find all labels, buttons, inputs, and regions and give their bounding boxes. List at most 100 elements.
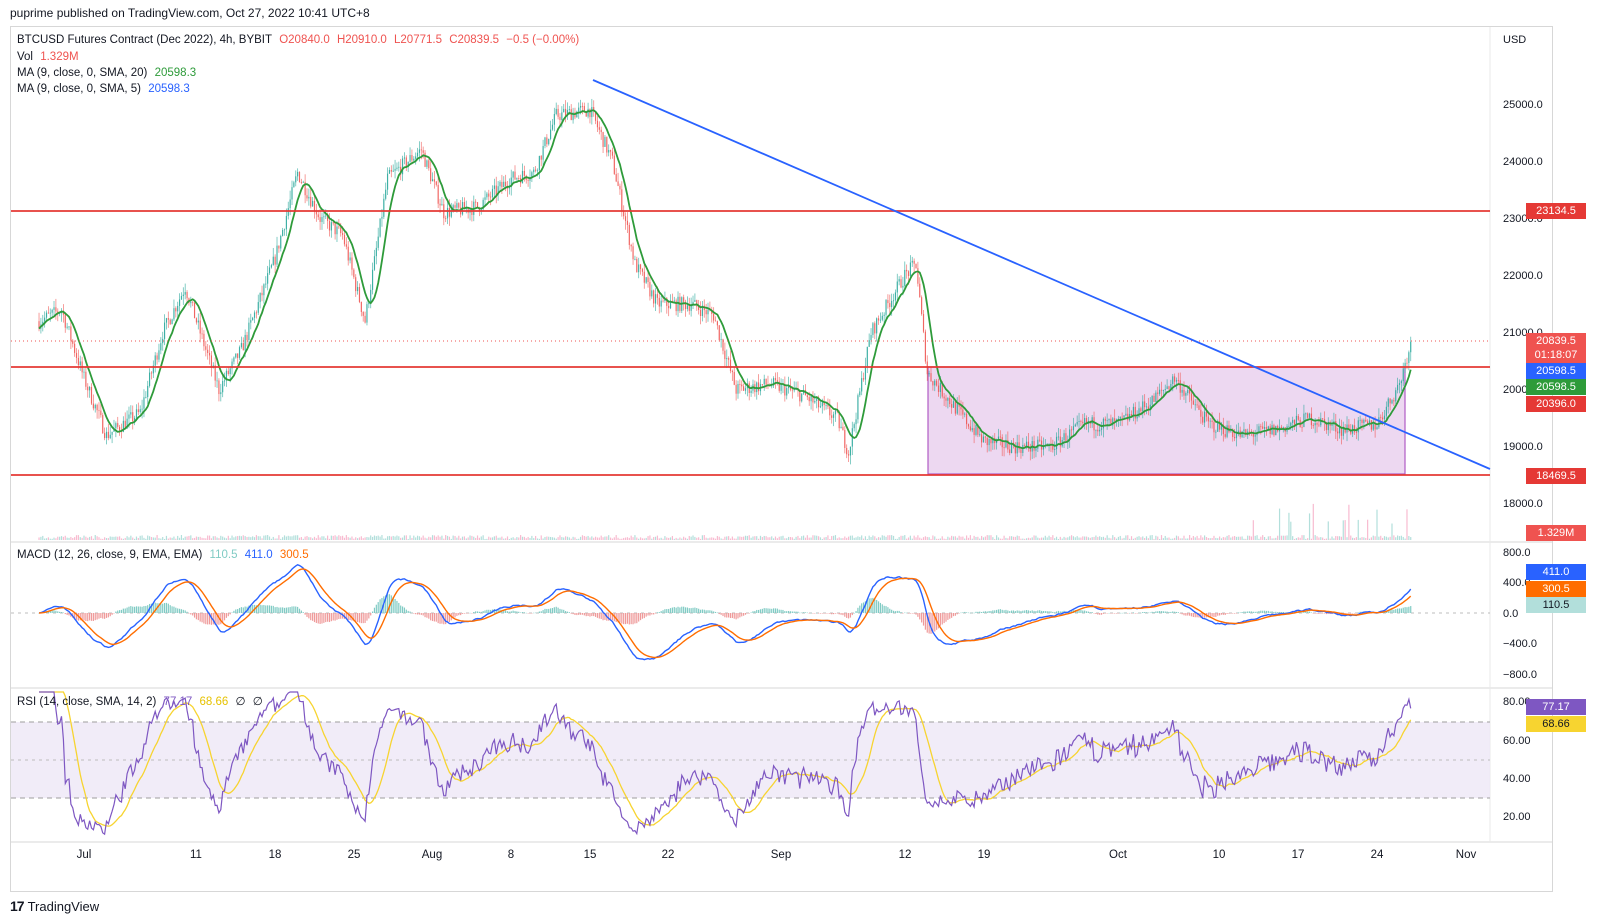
volume-bar: [167, 538, 169, 540]
macd-hist-bar: [163, 603, 166, 613]
macd-hist-bar: [55, 610, 57, 613]
macd-hist-bar: [319, 613, 321, 624]
candle-body: [606, 136, 608, 153]
macd-hist-bar: [448, 613, 451, 622]
candle-body: [639, 264, 642, 270]
macd-hist-bar: [370, 613, 372, 616]
candle-body: [1408, 352, 1410, 363]
legend-macd-line: 411.0: [244, 549, 273, 561]
candle-body: [1123, 415, 1125, 418]
macd-hist-bar: [1108, 612, 1110, 614]
volume-bar: [135, 536, 138, 540]
macd-hist-bar: [853, 612, 855, 614]
candle-body: [1323, 419, 1326, 423]
macd-hist-bar: [688, 608, 690, 613]
volume-bar: [540, 535, 542, 540]
macd-hist-bar: [559, 608, 561, 613]
candle-body: [89, 386, 91, 391]
candle-body: [861, 378, 863, 392]
volume-bar: [229, 538, 231, 540]
volume-bar: [1245, 538, 1247, 540]
macd-hist-bar: [609, 613, 612, 621]
volume-bar: [621, 538, 623, 540]
volume-bar: [1260, 536, 1262, 540]
macd-hist-bar: [325, 613, 327, 623]
volume-bar: [1061, 538, 1063, 540]
macd-hist-bar: [1136, 613, 1138, 614]
volume-bar: [1292, 536, 1294, 540]
macd-hist-bar: [773, 608, 775, 613]
volume-bar: [433, 535, 436, 540]
legend-ma2-value: 20598.3: [148, 83, 190, 95]
volume-bar: [1108, 537, 1110, 540]
macd-hist-bar: [1247, 611, 1249, 613]
candle-body: [368, 302, 370, 305]
legend-macd-hist: 110.5: [209, 549, 238, 561]
volume-bar: [1063, 536, 1065, 540]
macd-hist-bar: [876, 599, 878, 613]
macd-hist-bar: [1303, 611, 1305, 613]
candle-body: [351, 257, 353, 270]
volume-bar: [1142, 536, 1144, 540]
macd-hist-bar: [53, 610, 55, 613]
macd-hist-bar: [733, 613, 735, 619]
macd-hist-bar: [812, 613, 814, 614]
volume-bar: [1211, 538, 1213, 540]
time-label: Nov: [1456, 849, 1477, 861]
candle-body: [932, 381, 934, 386]
candle-body: [819, 406, 822, 408]
macd-hist-bar: [1010, 610, 1013, 613]
candle-body: [111, 431, 113, 435]
macd-hist-bar: [746, 613, 748, 614]
volume-bar: [1305, 538, 1307, 540]
volume-bar: [861, 535, 863, 540]
volume-bar: [1155, 535, 1157, 540]
candle-body: [1224, 434, 1226, 437]
volume-bar: [1316, 536, 1318, 540]
candle-body: [1382, 417, 1384, 420]
candle-body: [297, 171, 299, 177]
macd-hist-bar: [1093, 613, 1095, 614]
candle-body: [1215, 431, 1217, 433]
candle-body: [546, 137, 548, 145]
candle-body: [947, 397, 949, 401]
macd-hist-bar: [120, 609, 123, 613]
volume-bar: [1397, 535, 1399, 540]
candle-body: [840, 426, 842, 429]
volume-bar: [328, 538, 331, 540]
macd-hist-bar: [87, 613, 89, 622]
macd-hist-bar: [289, 607, 291, 613]
macd-hist-bar: [1243, 611, 1245, 613]
volume-bar: [222, 536, 224, 540]
macd-hist-bar: [248, 605, 250, 613]
macd-hist-bar: [308, 613, 310, 619]
candle-body: [135, 409, 138, 418]
volume-bar: [617, 537, 619, 540]
macd-hist-bar: [922, 613, 925, 626]
macd-hist-bar: [735, 613, 737, 620]
macd-hist-bar: [158, 603, 160, 613]
time-label: 12: [899, 849, 912, 861]
candle-body: [1363, 419, 1365, 423]
macd-tick: 400.0: [1503, 577, 1531, 589]
volume-bar: [60, 536, 63, 540]
candle-body: [132, 412, 134, 422]
volume-bar: [542, 538, 544, 540]
volume-bar: [559, 535, 561, 540]
volume-bar: [44, 538, 46, 540]
macd-hist-bar: [786, 611, 788, 613]
price-tick: 24000.0: [1503, 156, 1543, 168]
candle-body: [714, 320, 717, 322]
volume-bar: [907, 537, 910, 540]
volume-bar: [726, 536, 728, 540]
macd-hist-bar: [250, 605, 252, 613]
volume-bar: [394, 536, 396, 540]
volume-bar: [418, 536, 421, 540]
macd-hist-bar: [941, 613, 943, 625]
macd-hist-bar: [713, 611, 715, 613]
candle-body: [885, 300, 887, 315]
macd-hist-bar: [102, 613, 104, 619]
volume-bar: [926, 536, 928, 540]
candle-body: [175, 308, 177, 312]
